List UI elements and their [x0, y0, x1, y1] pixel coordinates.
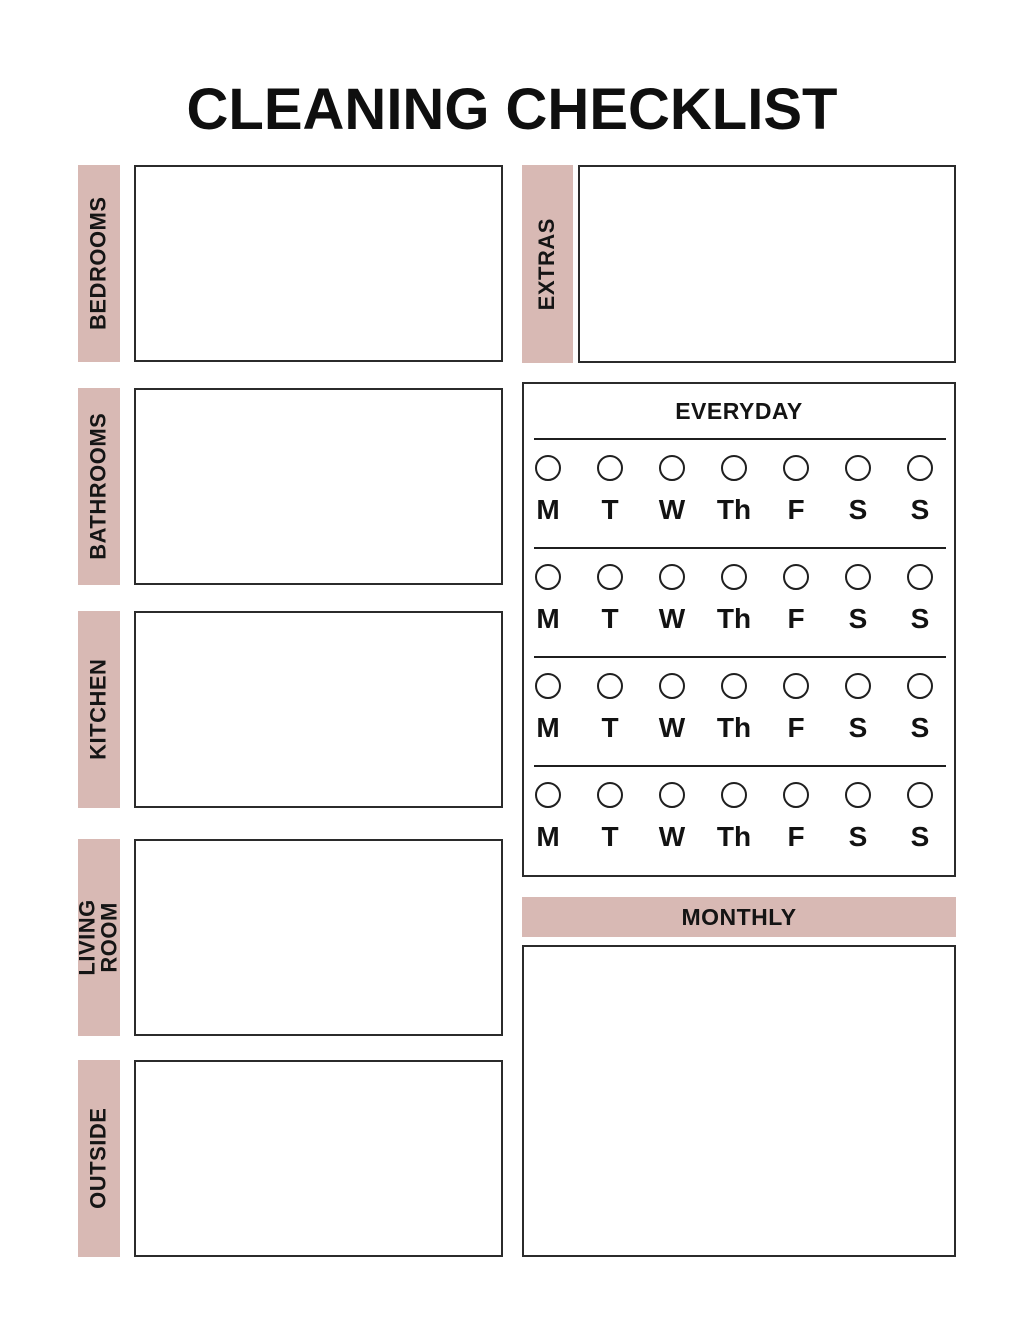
day-label-wednesday: W — [658, 494, 686, 525]
day-checkbox[interactable] — [535, 455, 561, 481]
bathrooms-notes-box[interactable] — [134, 388, 503, 585]
day-label-tuesday: T — [601, 494, 619, 525]
day-checkbox[interactable] — [907, 673, 933, 699]
divider-line — [534, 765, 946, 767]
bedrooms-notes-box[interactable] — [134, 165, 503, 362]
day-label-monday: M — [536, 603, 560, 634]
day-checkbox[interactable] — [535, 564, 561, 590]
day-checkbox[interactable] — [721, 455, 747, 481]
day-checkbox[interactable] — [659, 564, 685, 590]
monthly-header: MONTHLY — [522, 897, 956, 937]
day-checkbox[interactable] — [659, 673, 685, 699]
day-checkbox[interactable] — [721, 673, 747, 699]
day-label-saturday: S — [848, 712, 868, 743]
day-checkbox[interactable] — [907, 455, 933, 481]
day-label-thursday: Th — [716, 603, 752, 634]
outside-label-bar: OUTSIDE — [78, 1060, 120, 1257]
bathrooms-label-bar: BATHROOMS — [78, 388, 120, 585]
day-label-tuesday: T — [601, 603, 619, 634]
day-label-friday: F — [787, 494, 805, 525]
everyday-week-row-1: M T W Th F S S — [524, 438, 954, 547]
day-checkbox[interactable] — [845, 564, 871, 590]
day-checkbox[interactable] — [597, 782, 623, 808]
day-label-tuesday: T — [601, 821, 619, 852]
day-checkbox[interactable] — [845, 455, 871, 481]
divider-line — [534, 547, 946, 549]
outside-label: OUTSIDE — [85, 1107, 111, 1210]
everyday-tracker: EVERYDAY M T W Th F S S — [522, 382, 956, 877]
outside-notes-box[interactable] — [134, 1060, 503, 1257]
day-checkbox[interactable] — [783, 782, 809, 808]
day-label-thursday: Th — [716, 712, 752, 743]
day-label-friday: F — [787, 712, 805, 743]
day-label-wednesday: W — [658, 603, 686, 634]
day-checkbox[interactable] — [597, 455, 623, 481]
day-checkbox[interactable] — [535, 782, 561, 808]
divider-line — [534, 438, 946, 440]
day-label-monday: M — [536, 712, 560, 743]
day-checkbox[interactable] — [659, 782, 685, 808]
day-label-saturday: S — [848, 603, 868, 634]
bathrooms-label: BATHROOMS — [85, 412, 111, 561]
page-title: CLEANING CHECKLIST — [186, 77, 838, 142]
living-room-notes-box[interactable] — [134, 839, 503, 1036]
day-checkbox[interactable] — [597, 673, 623, 699]
kitchen-label-bar: KITCHEN — [78, 611, 120, 808]
day-checkbox[interactable] — [783, 673, 809, 699]
bedrooms-label-bar: BEDROOMS — [78, 165, 120, 362]
day-checkbox[interactable] — [597, 564, 623, 590]
day-checkbox[interactable] — [535, 673, 561, 699]
day-checkbox[interactable] — [907, 782, 933, 808]
living-room-label-bar: LIVING ROOM — [74, 839, 122, 1036]
day-label-thursday: Th — [716, 821, 752, 852]
monthly-title: MONTHLY — [681, 903, 797, 930]
day-checkbox[interactable] — [845, 782, 871, 808]
extras-notes-box[interactable] — [578, 165, 956, 363]
day-label-sunday: S — [910, 494, 930, 525]
extras-label-bar: EXTRAS — [522, 165, 573, 363]
everyday-title: EVERYDAY — [675, 397, 803, 424]
day-label-wednesday: W — [658, 712, 686, 743]
day-label-monday: M — [536, 494, 560, 525]
everyday-week-row-3: M T W Th F S S — [524, 656, 954, 765]
monthly-notes-box[interactable] — [522, 945, 956, 1257]
day-checkbox[interactable] — [783, 455, 809, 481]
day-label-friday: F — [787, 821, 805, 852]
day-label-saturday: S — [848, 494, 868, 525]
day-label-tuesday: T — [601, 712, 619, 743]
day-label-friday: F — [787, 603, 805, 634]
bedrooms-label: BEDROOMS — [85, 196, 111, 331]
day-checkbox[interactable] — [721, 564, 747, 590]
day-label-sunday: S — [910, 712, 930, 743]
day-label-saturday: S — [848, 821, 868, 852]
day-label-sunday: S — [910, 821, 930, 852]
day-checkbox[interactable] — [721, 782, 747, 808]
living-room-label: LIVING ROOM — [74, 899, 122, 976]
day-label-thursday: Th — [716, 494, 752, 525]
day-checkbox[interactable] — [659, 455, 685, 481]
everyday-week-row-4: M T W Th F S S — [524, 765, 954, 874]
everyday-week-row-2: M T W Th F S S — [524, 547, 954, 656]
divider-line — [534, 656, 946, 658]
kitchen-label: KITCHEN — [85, 658, 111, 761]
extras-label: EXTRAS — [534, 217, 560, 311]
day-checkbox[interactable] — [845, 673, 871, 699]
day-label-wednesday: W — [658, 821, 686, 852]
day-label-sunday: S — [910, 603, 930, 634]
day-label-monday: M — [536, 821, 560, 852]
kitchen-notes-box[interactable] — [134, 611, 503, 808]
day-checkbox[interactable] — [907, 564, 933, 590]
day-checkbox[interactable] — [783, 564, 809, 590]
